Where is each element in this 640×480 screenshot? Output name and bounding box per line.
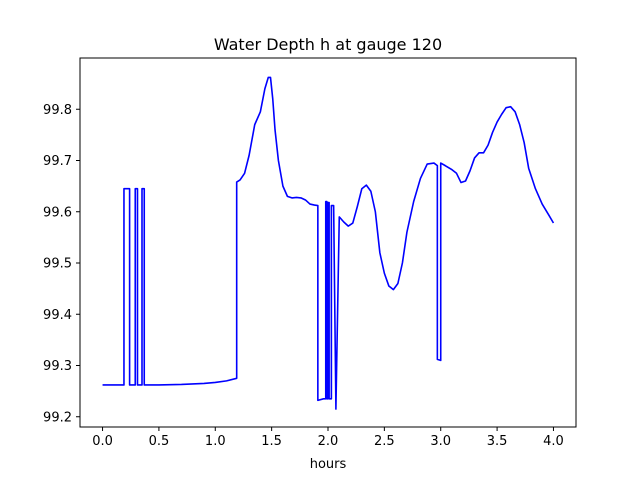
x-tick-label: 0.5 bbox=[149, 434, 170, 449]
y-tick-label: 99.8 bbox=[43, 103, 72, 118]
x-tick-label: 0.0 bbox=[92, 434, 113, 449]
x-tick-label: 1.0 bbox=[205, 434, 226, 449]
x-tick-label: 3.0 bbox=[430, 434, 451, 449]
y-tick-label: 99.6 bbox=[43, 205, 72, 220]
series-line-0 bbox=[102, 76, 555, 410]
y-tick-label: 99.5 bbox=[43, 257, 72, 272]
x-tick-label: 4.0 bbox=[543, 434, 564, 449]
y-tick-label: 99.3 bbox=[43, 359, 72, 374]
y-tick-label: 99.2 bbox=[43, 410, 72, 425]
x-axis-label: hours bbox=[310, 457, 347, 472]
x-tick-label: 2.0 bbox=[318, 434, 339, 449]
x-tick-label: 2.5 bbox=[374, 434, 395, 449]
x-tick-label: 3.5 bbox=[487, 434, 508, 449]
chart-title: Water Depth h at gauge 120 bbox=[214, 35, 442, 54]
axes-frame bbox=[79, 57, 577, 428]
y-tick-label: 99.4 bbox=[43, 308, 72, 323]
x-axis: 0.0 0.5 1.0 1.5 2.0 2.5 3.0 3.5 4.0 bbox=[92, 427, 564, 449]
y-tick-label: 99.7 bbox=[43, 154, 72, 169]
x-tick-label: 1.5 bbox=[261, 434, 282, 449]
plot-area bbox=[102, 76, 555, 410]
y-axis: 99.2 99.3 99.4 99.5 99.6 99.7 99.8 bbox=[43, 103, 80, 425]
